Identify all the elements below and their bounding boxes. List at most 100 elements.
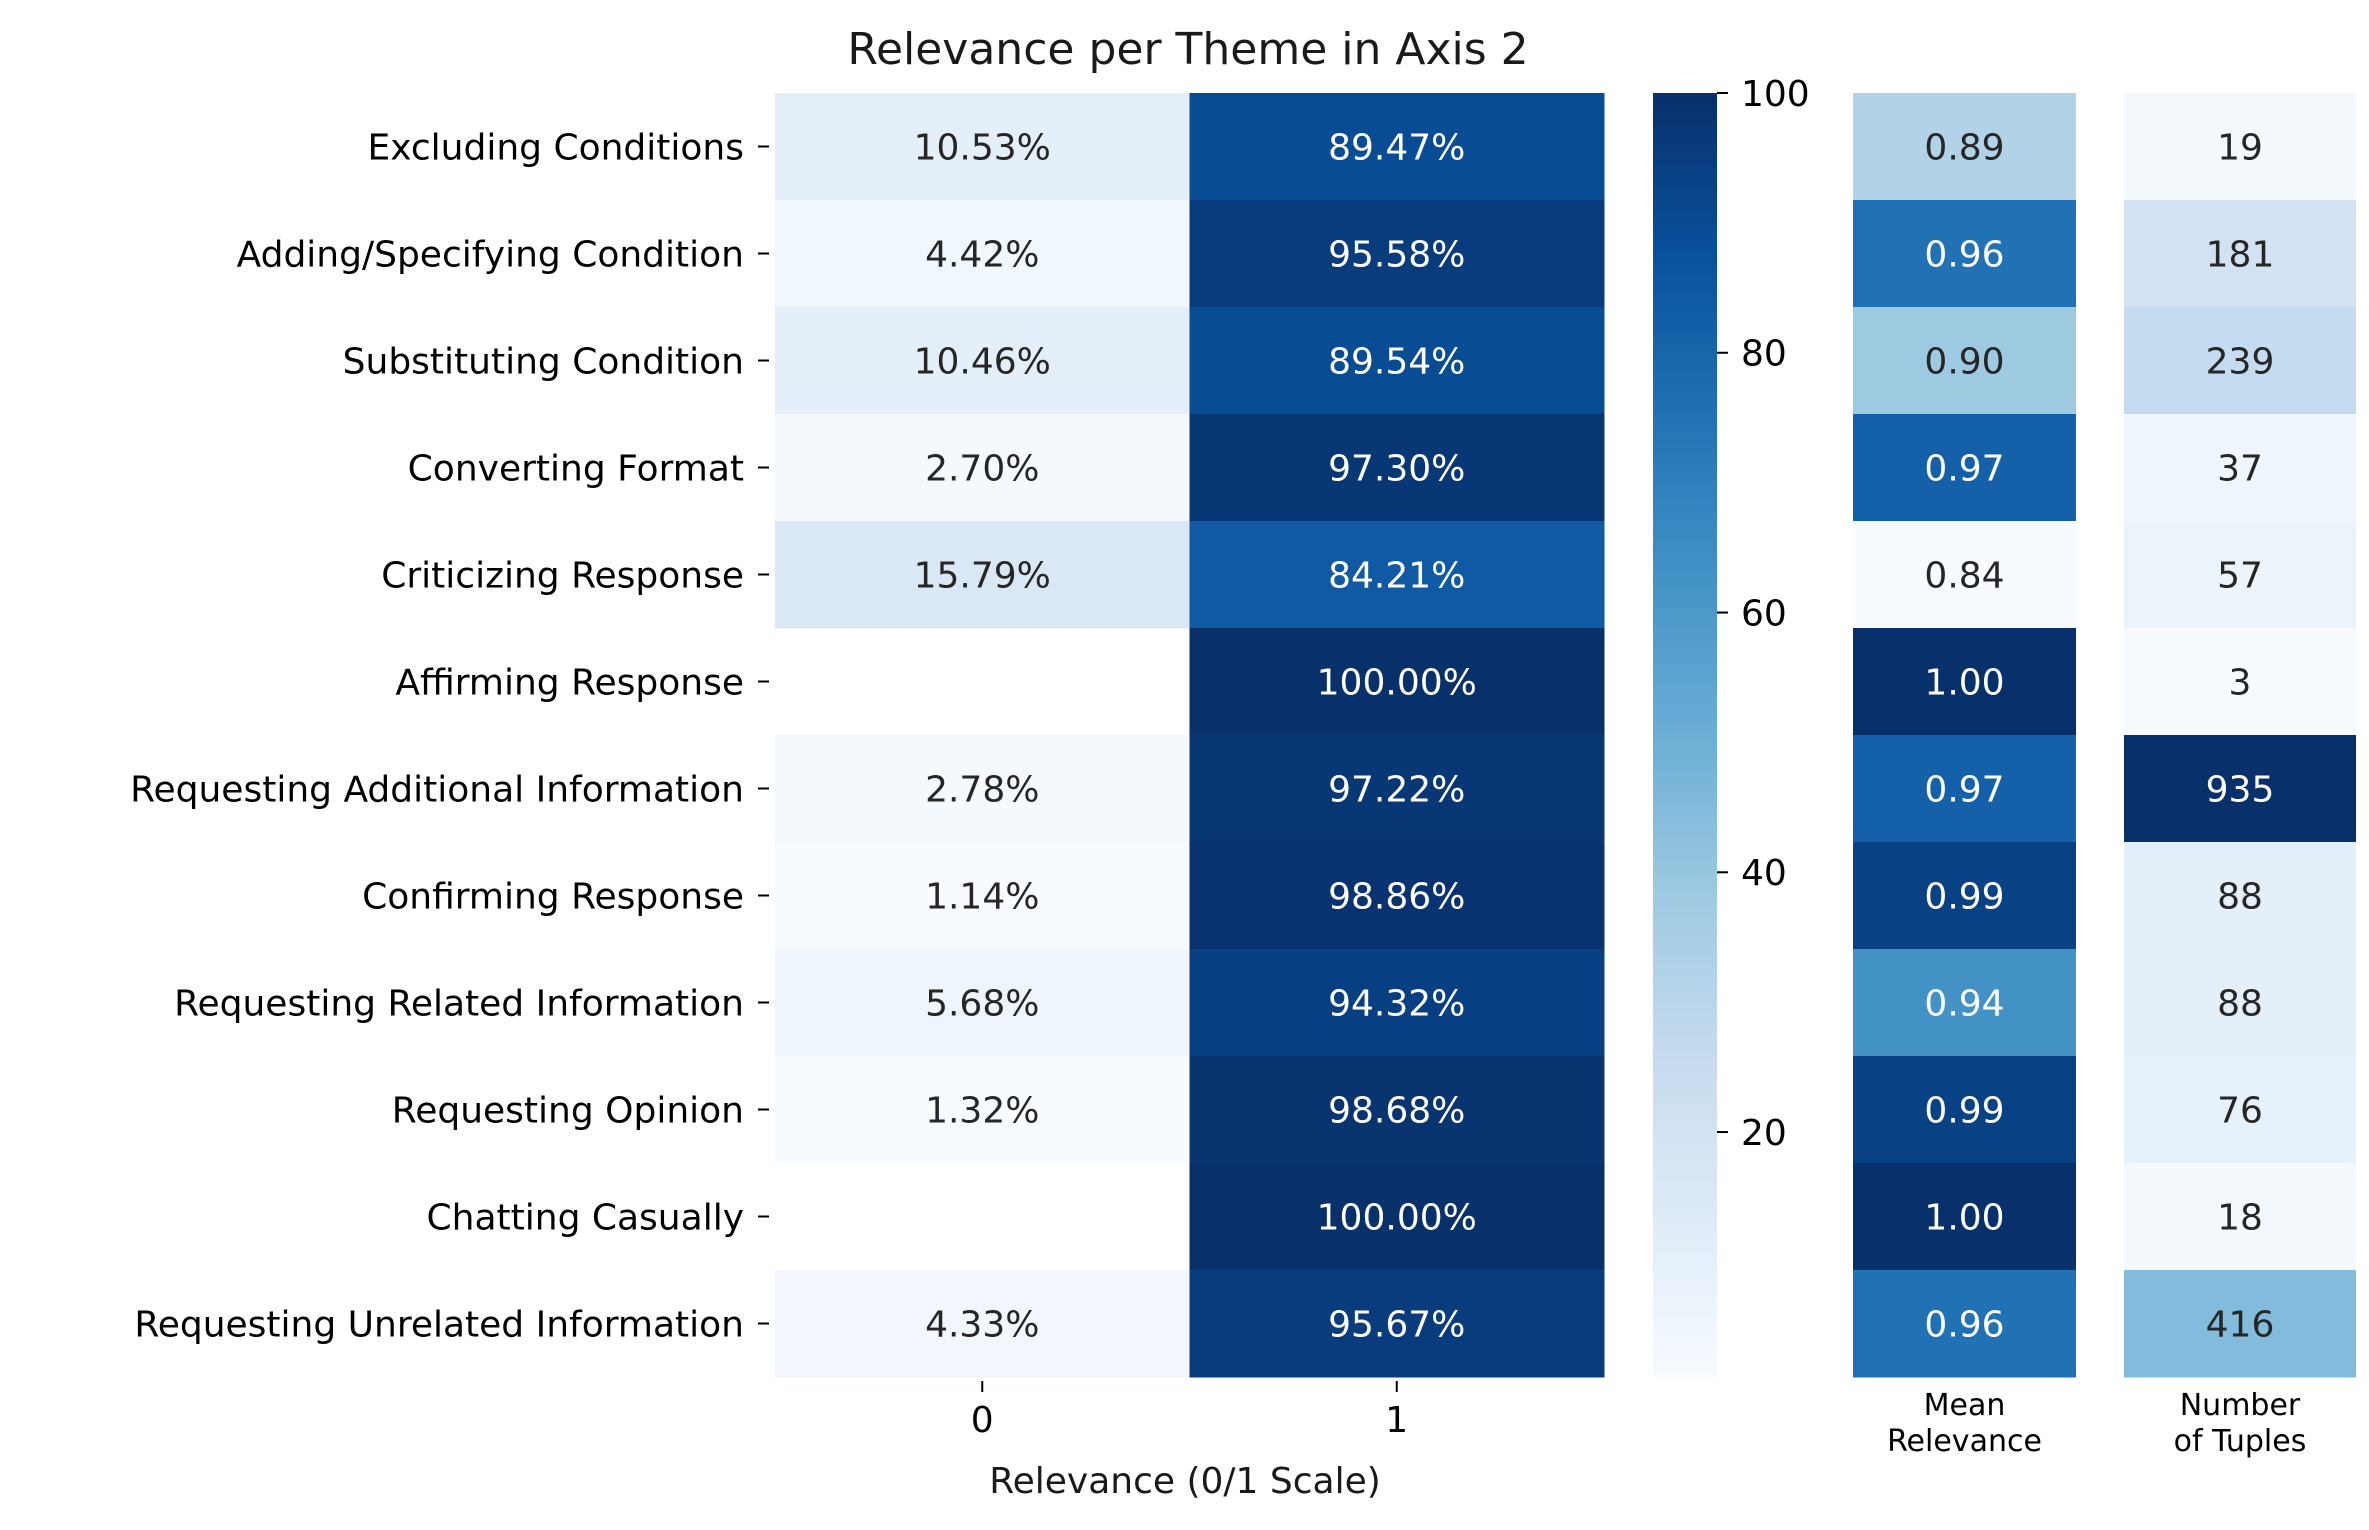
cell-value-label: 0.97 bbox=[1924, 448, 2004, 489]
heatmap-cell bbox=[2124, 842, 2356, 950]
heatmap-cell bbox=[1189, 842, 1605, 950]
heatmap-cell bbox=[775, 842, 1190, 950]
cell-value-label: 0.96 bbox=[1924, 234, 2004, 275]
heatmap-cell bbox=[775, 949, 1190, 1057]
heatmap-cell bbox=[2124, 735, 2356, 843]
y-tick-label: Confirming Response bbox=[362, 876, 744, 917]
heatmap-cell bbox=[775, 200, 1190, 308]
cell-value-label: 1.00 bbox=[1924, 1197, 2004, 1238]
cell-value-label: 89.54% bbox=[1328, 341, 1465, 382]
heatmap-cell bbox=[1853, 414, 2076, 522]
cell-value-label: 4.33% bbox=[925, 1304, 1039, 1345]
cell-value-label: 88 bbox=[2217, 983, 2263, 1024]
cell-value-label: 15.79% bbox=[914, 555, 1051, 596]
cell-value-label: 2.70% bbox=[925, 448, 1039, 489]
colorbar-tick-label: 100 bbox=[1741, 74, 1810, 115]
cell-value-label: 57 bbox=[2217, 555, 2263, 596]
heatmap-cell bbox=[2124, 1056, 2356, 1164]
heatmap-cell bbox=[1853, 1163, 2076, 1271]
heatmap-cell bbox=[2124, 93, 2356, 201]
heatmap-cell bbox=[1853, 521, 2076, 629]
mean-relevance-heatmap: 0.89 0.96 0.90 0.97 0.84 1.00 0.97 0.99 0.94 0.99… bbox=[1853, 93, 2076, 1459]
heatmap-cell bbox=[1189, 521, 1605, 629]
cell-value-label: 100.00% bbox=[1317, 662, 1477, 703]
cell-value-label: 239 bbox=[2206, 341, 2275, 382]
cell-value-label: 1.32% bbox=[925, 1090, 1039, 1131]
heatmap-cell bbox=[1189, 200, 1605, 308]
heatmap-cell bbox=[1189, 1270, 1605, 1378]
cell-value-label: 98.86% bbox=[1328, 876, 1465, 917]
y-tick-label: Criticizing Response bbox=[381, 555, 744, 596]
heatmap-cell bbox=[2124, 1270, 2356, 1378]
cell-value-label: 935 bbox=[2206, 769, 2275, 810]
cell-value-label: 0.96 bbox=[1924, 1304, 2004, 1345]
heatmap-cell bbox=[1189, 1056, 1605, 1164]
cell-value-label: 0.90 bbox=[1924, 341, 2004, 382]
cell-value-label: 98.68% bbox=[1328, 1090, 1465, 1131]
heatmap-cell bbox=[1189, 93, 1605, 201]
y-tick-label: Substituting Condition bbox=[343, 341, 744, 382]
x-axis-label: Relevance (0/1 Scale) bbox=[989, 1461, 1381, 1502]
x-tick-label: 0 bbox=[971, 1400, 994, 1441]
heatmap-cell bbox=[1853, 93, 2076, 201]
cell-value-label: 0.99 bbox=[1924, 1090, 2004, 1131]
cell-value-label: 76 bbox=[2217, 1090, 2263, 1131]
cell-value-label: 37 bbox=[2217, 448, 2263, 489]
side-axis-label: Relevance bbox=[1887, 1424, 2042, 1459]
y-tick-label: Adding/Specifying Condition bbox=[237, 234, 744, 275]
heatmap-cell bbox=[1853, 307, 2076, 415]
y-tick-label: Affirming Response bbox=[395, 662, 744, 703]
heatmap-cell bbox=[1853, 949, 2076, 1057]
colorbar-tick-label: 80 bbox=[1741, 334, 1787, 375]
cell-value-label: 2.78% bbox=[925, 769, 1039, 810]
cell-value-label: 97.22% bbox=[1328, 769, 1465, 810]
cell-value-label: 10.53% bbox=[914, 127, 1051, 168]
heatmap-cell bbox=[1853, 628, 2076, 736]
cell-value-label: 1.00 bbox=[1924, 662, 2004, 703]
heatmap-cell bbox=[1853, 842, 2076, 950]
y-tick-label: Requesting Related Information bbox=[174, 983, 744, 1024]
cell-value-label: 84.21% bbox=[1328, 555, 1465, 596]
cell-value-label: 94.32% bbox=[1328, 983, 1465, 1024]
y-tick-label: Chatting Casually bbox=[427, 1197, 745, 1238]
heatmap-cell bbox=[2124, 414, 2356, 522]
cell-value-label: 0.84 bbox=[1924, 555, 2004, 596]
cell-value-label: 1.14% bbox=[925, 876, 1039, 917]
cell-value-label: 100.00% bbox=[1317, 1197, 1477, 1238]
y-tick-label: Requesting Unrelated Information bbox=[134, 1304, 744, 1345]
cell-value-label: 10.46% bbox=[914, 341, 1051, 382]
colorbar-gradient bbox=[1653, 93, 1717, 1377]
x-tick-label: 1 bbox=[1385, 1400, 1408, 1441]
colorbar-tick-label: 60 bbox=[1741, 593, 1787, 634]
heatmap-cell bbox=[775, 414, 1190, 522]
cell-value-label: 181 bbox=[2206, 234, 2275, 275]
cell-value-label: 19 bbox=[2217, 127, 2263, 168]
heatmap-cell bbox=[2124, 307, 2356, 415]
cell-value-label: 95.67% bbox=[1328, 1304, 1465, 1345]
heatmap-cell bbox=[775, 735, 1190, 843]
heatmap-cell bbox=[775, 307, 1190, 415]
heatmap-cell bbox=[775, 1056, 1190, 1164]
main-heatmap: 10.53% 4.42% 10.46% 2.70% 15.79% 2.78% 1.14% 5.… bbox=[130, 93, 1605, 1441]
cell-value-label: 0.94 bbox=[1924, 983, 2004, 1024]
cell-value-label: 88 bbox=[2217, 876, 2263, 917]
heatmap-cell bbox=[775, 93, 1190, 201]
heatmap-cell bbox=[1853, 200, 2076, 308]
heatmap-cell bbox=[1189, 949, 1605, 1057]
cell-value-label: 0.99 bbox=[1924, 876, 2004, 917]
side-axis-label: Number bbox=[2180, 1388, 2301, 1423]
heatmap-cell bbox=[1189, 735, 1605, 843]
heatmap-cell bbox=[1189, 307, 1605, 415]
heatmap-cell bbox=[1853, 1056, 2076, 1164]
cell-value-label: 89.47% bbox=[1328, 127, 1465, 168]
heatmap-cell bbox=[2124, 200, 2356, 308]
side-axis-label: Mean bbox=[1924, 1388, 2006, 1423]
y-tick-label: Converting Format bbox=[408, 448, 744, 489]
cell-value-label: 97.30% bbox=[1328, 448, 1465, 489]
heatmap-cell bbox=[775, 1270, 1190, 1378]
colorbar-tick-label: 40 bbox=[1741, 853, 1787, 894]
y-tick-label: Requesting Opinion bbox=[392, 1090, 744, 1131]
heatmap-cell bbox=[1189, 1163, 1605, 1271]
